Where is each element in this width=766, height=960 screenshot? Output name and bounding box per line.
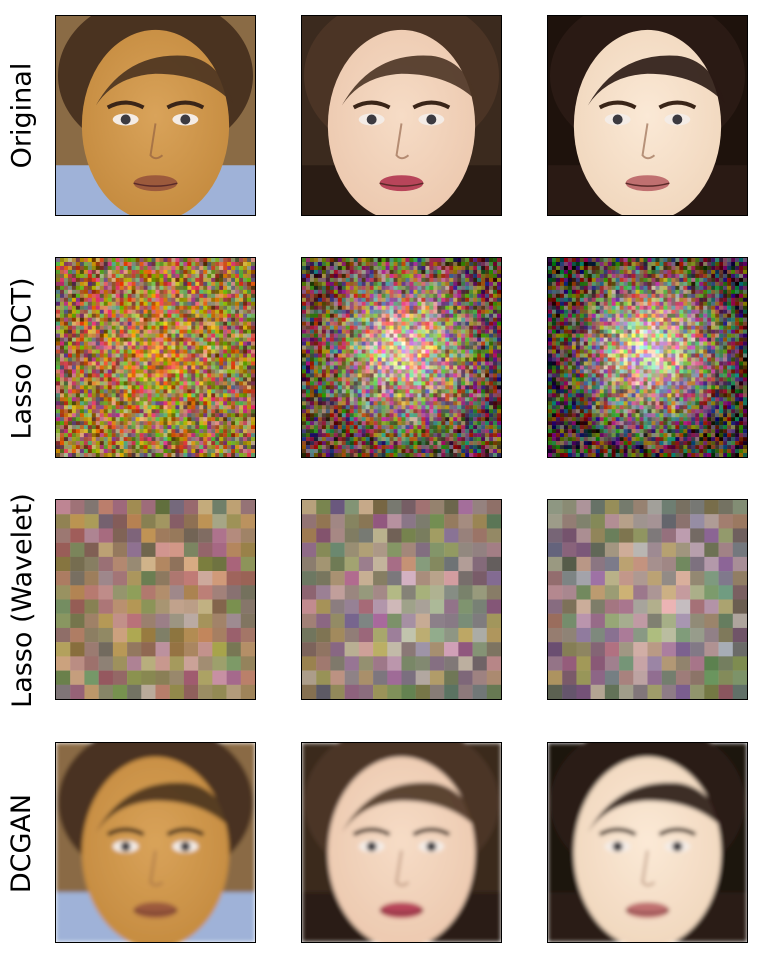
tile-image xyxy=(302,743,501,942)
tile-image xyxy=(56,258,255,457)
tile-image xyxy=(56,743,255,942)
tile-dcgan-1 xyxy=(55,742,256,943)
tile-image xyxy=(56,500,255,699)
row-label-lasso-wavelet: Lasso (Wavelet) xyxy=(6,493,38,708)
tile-image xyxy=(548,743,747,942)
tile-lasso-dct-2 xyxy=(301,257,502,458)
tile-dcgan-3 xyxy=(547,742,748,943)
tile-original-3 xyxy=(547,15,748,216)
tile-image xyxy=(548,16,747,215)
row-label-dcgan: DCGAN xyxy=(6,793,38,894)
tile-lasso-dct-1 xyxy=(55,257,256,458)
tile-original-1 xyxy=(55,15,256,216)
tile-lasso-wavelet-2 xyxy=(301,499,502,700)
tile-image xyxy=(548,258,747,457)
tile-lasso-wavelet-3 xyxy=(547,499,748,700)
tile-image xyxy=(56,16,255,215)
tile-image xyxy=(302,258,501,457)
tile-image xyxy=(302,500,501,699)
row-label-lasso-dct: Lasso (DCT) xyxy=(6,277,38,440)
tile-image xyxy=(548,500,747,699)
tile-dcgan-2 xyxy=(301,742,502,943)
tile-original-2 xyxy=(301,15,502,216)
tile-image xyxy=(302,16,501,215)
tile-lasso-wavelet-1 xyxy=(55,499,256,700)
row-label-original: Original xyxy=(6,62,38,169)
tile-lasso-dct-3 xyxy=(547,257,748,458)
